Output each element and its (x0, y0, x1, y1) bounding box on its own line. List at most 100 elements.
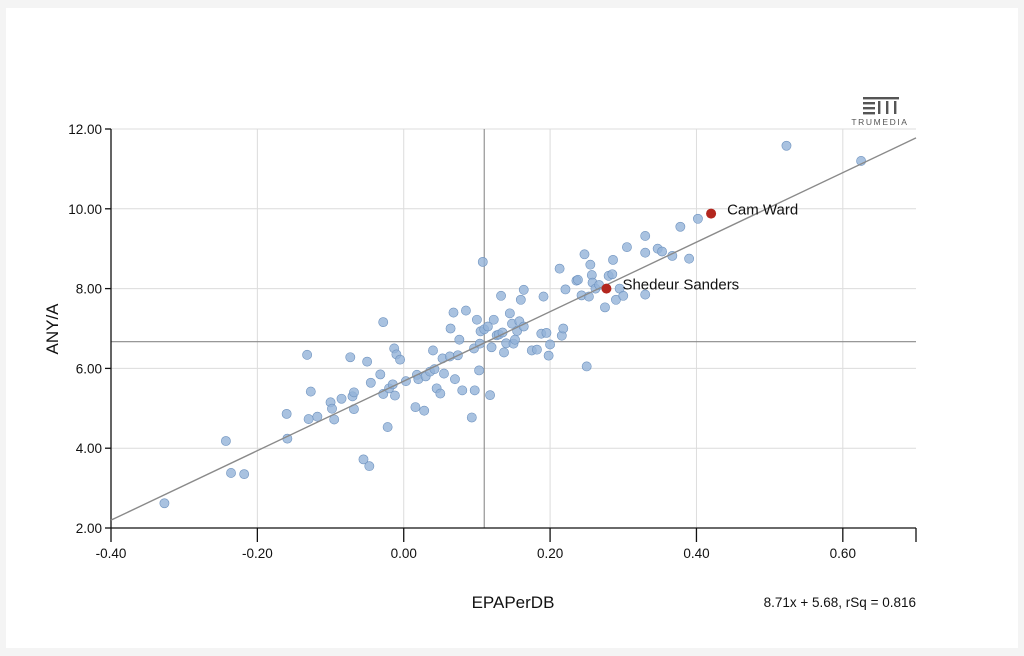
data-point (640, 231, 651, 241)
trendline-equation: 8.71x + 5.68, rSq = 0.816 (764, 595, 916, 610)
y-tick-label: 2.00 (76, 521, 102, 536)
highlighted-points: Cam Ward Shedeur Sanders (601, 202, 798, 294)
data-point (239, 469, 250, 480)
data-point (375, 369, 386, 380)
data-point (445, 323, 456, 334)
data-point (472, 314, 482, 325)
data-point (622, 242, 632, 253)
x-tick-label: 0.60 (830, 546, 856, 561)
data-point (469, 385, 480, 396)
x-tick-label: 0.20 (537, 546, 563, 561)
data-point (486, 342, 497, 353)
data-point (226, 468, 236, 478)
data-point (477, 256, 488, 267)
axes: -0.40 -0.20 0.00 0.20 0.40 0.60 2.00 4.00 6.00 8.… (68, 122, 917, 561)
highlight-point (601, 283, 612, 294)
data-point (362, 356, 373, 367)
data-point (485, 390, 495, 401)
data-point (558, 323, 569, 334)
data-point (541, 327, 552, 338)
brand-name: TRUMEDIA (851, 117, 908, 127)
data-point (618, 290, 629, 301)
y-axis-title: ANY/A (43, 303, 62, 355)
data-point (640, 289, 651, 300)
data-point (585, 259, 596, 270)
data-point (336, 393, 347, 404)
data-point (545, 339, 555, 350)
data-point (560, 284, 571, 295)
data-point (327, 403, 337, 414)
x-tick-label: 0.00 (391, 546, 417, 561)
scatter-chart: TRUMEDIA -0.40 -0.20 0.00 0.20 0.40 0.60 2.00 4… (43, 97, 917, 612)
y-tick-label: 12.00 (68, 122, 102, 137)
highlight-label: Shedeur Sanders (622, 277, 739, 294)
data-point (303, 414, 314, 424)
data-point (378, 317, 389, 328)
x-axis-title: EPAPerDB (472, 593, 555, 612)
y-tick-label: 4.00 (76, 441, 102, 456)
trumedia-logo-icon (863, 97, 899, 115)
data-point (499, 347, 509, 358)
data-point (684, 253, 695, 264)
data-point (454, 334, 465, 345)
trendline (110, 137, 917, 521)
data-points (159, 140, 867, 509)
data-point (302, 349, 313, 360)
data-point (693, 213, 703, 224)
data-point (466, 412, 477, 423)
data-point (543, 350, 554, 361)
data-point (515, 294, 526, 305)
data-point (482, 321, 493, 332)
data-point (607, 269, 618, 280)
data-point (474, 365, 485, 376)
data-point (579, 249, 590, 260)
data-point (450, 374, 460, 385)
chart-card: TRUMEDIA -0.40 -0.20 0.00 0.20 0.40 0.60 2.00 4… (6, 8, 1018, 648)
data-point (504, 308, 515, 319)
data-point (410, 402, 421, 413)
x-tick-label: -0.20 (242, 546, 273, 561)
data-point (428, 345, 438, 356)
data-point (538, 291, 549, 302)
data-point (640, 247, 651, 258)
data-point (435, 388, 446, 399)
data-point (305, 386, 316, 397)
data-point (419, 405, 430, 416)
trendline-layer (110, 137, 917, 521)
data-point (573, 274, 583, 285)
data-point (448, 307, 459, 318)
data-point (220, 436, 231, 446)
data-point (390, 390, 400, 401)
data-point (349, 387, 359, 398)
data-point (518, 284, 529, 295)
data-point (657, 246, 667, 257)
data-point (364, 461, 375, 472)
x-tick-label: 0.40 (683, 546, 709, 561)
y-tick-label: 8.00 (76, 282, 102, 297)
data-point (554, 263, 565, 274)
data-point (510, 334, 520, 345)
data-point (345, 352, 356, 363)
data-point (439, 368, 449, 379)
data-point (781, 140, 792, 151)
data-point (675, 221, 686, 232)
data-point (312, 411, 323, 422)
data-point (281, 408, 292, 419)
data-point (581, 361, 592, 372)
data-point (365, 377, 376, 388)
y-tick-label: 10.00 (68, 202, 102, 217)
data-point (488, 314, 499, 325)
trumedia-logo: TRUMEDIA (851, 97, 908, 127)
data-point (461, 305, 471, 316)
data-point (159, 498, 170, 509)
highlight-label: Cam Ward (727, 202, 798, 219)
data-point (382, 422, 393, 432)
data-point (608, 254, 618, 265)
data-point (600, 302, 610, 313)
data-point (532, 344, 542, 355)
data-point (457, 385, 468, 396)
highlight-point (706, 208, 717, 219)
data-point (496, 290, 506, 301)
y-tick-label: 6.00 (76, 361, 102, 376)
x-tick-label: -0.40 (96, 546, 127, 561)
